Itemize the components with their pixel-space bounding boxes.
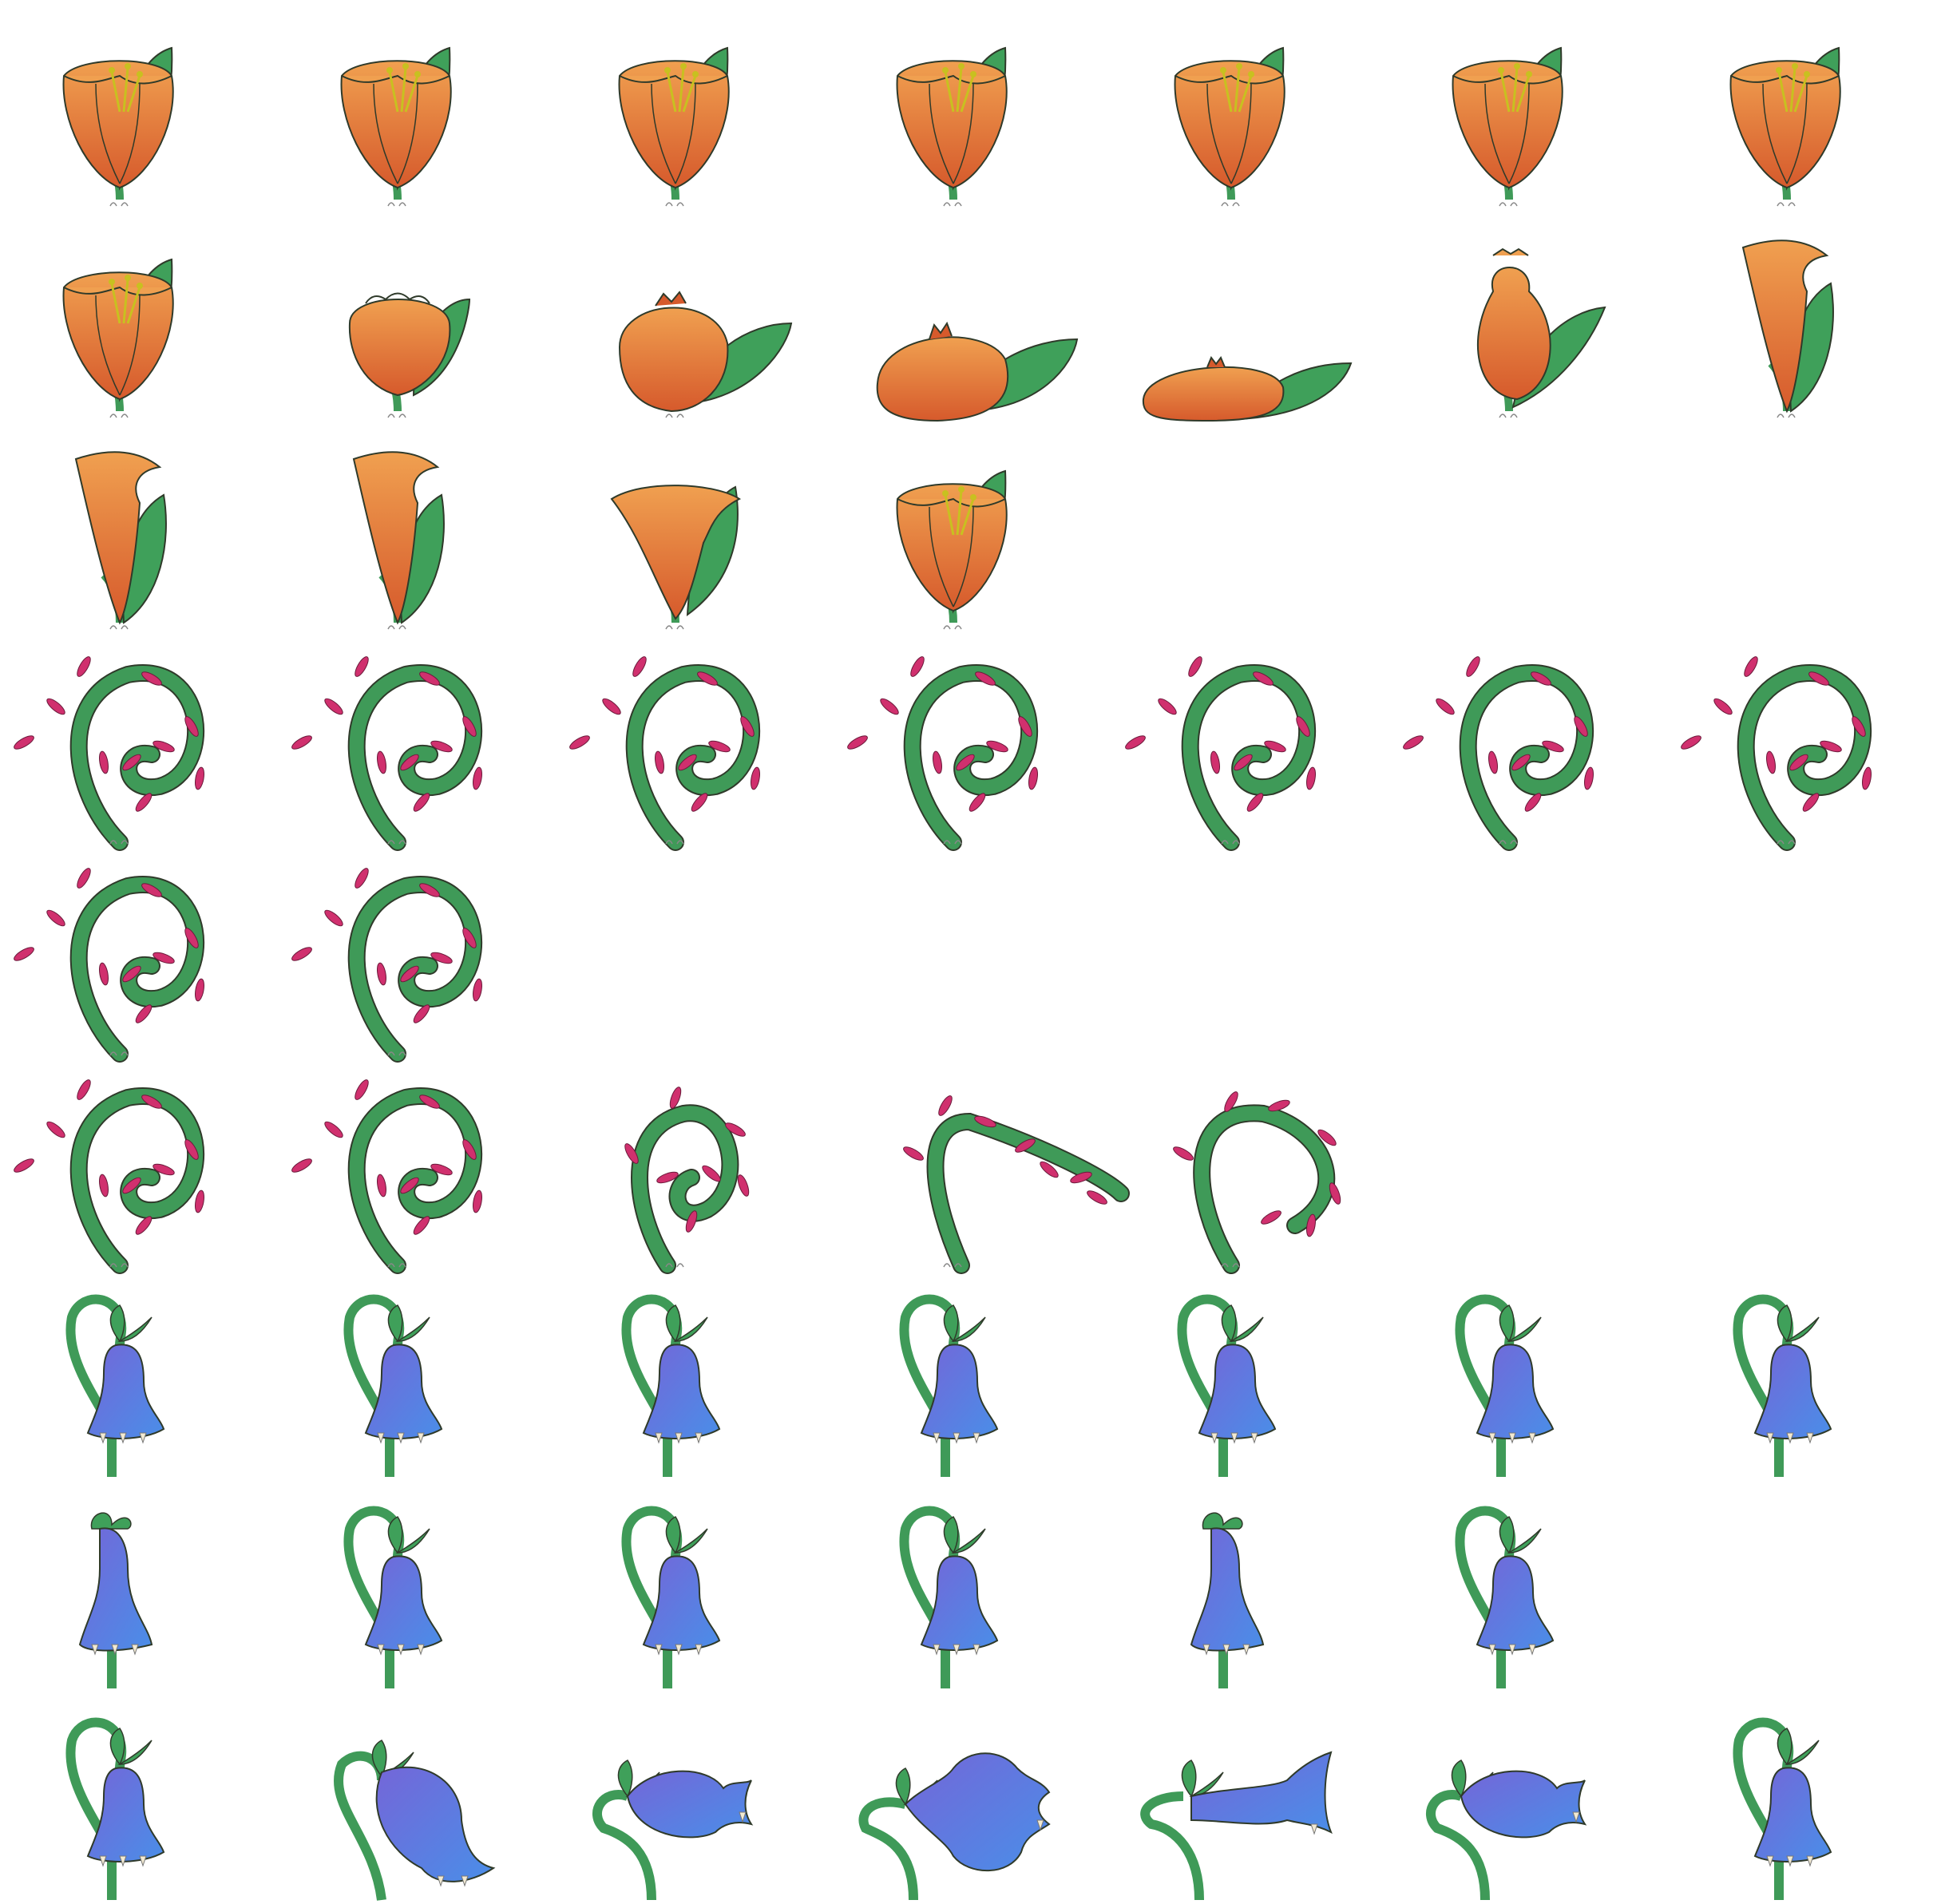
blue-bell-sprite-droop (1733, 1294, 1832, 1477)
thorny-vine-sprite-curl (14, 868, 205, 1063)
blue-bell-sprite-upright (1190, 1512, 1265, 1688)
blue-bell-sprite-droop (1177, 1294, 1277, 1477)
blue-bell-sprite-droop (343, 1506, 443, 1688)
thorny-vine-sprite-lash (903, 1095, 1130, 1274)
thorny-vine-sprite-curl (1403, 656, 1594, 851)
blue-bell-sprite-swell (333, 1740, 496, 1901)
blue-bell-sprite-droop (621, 1294, 721, 1477)
orange-flower-sprite-bud (618, 291, 793, 418)
blue-bell-sprite-droop (621, 1506, 721, 1688)
blue-bell-sprite-upright (78, 1512, 153, 1688)
blue-bell-sprite-droop (343, 1294, 443, 1477)
blue-bell-sprite-tilt (1426, 1760, 1587, 1901)
blue-bell-sprite-tilt (592, 1760, 754, 1901)
blue-bell-sprite-puff (858, 1752, 1051, 1901)
orange-flower-sprite-idle (1174, 46, 1285, 207)
orange-flower-sprite-open (610, 485, 741, 630)
orange-flower-sprite-rise (1476, 247, 1606, 418)
orange-flower-sprite-flat (1142, 356, 1353, 422)
thorny-vine-sprite-curl (14, 1079, 205, 1274)
orange-flower-sprite-idle (1729, 46, 1841, 207)
orange-flower-sprite-idle (896, 46, 1008, 207)
thorny-vine-sprite-curl (847, 656, 1039, 851)
orange-flower-sprite-squash (876, 321, 1079, 422)
thorny-vine-sprite-curl (569, 656, 761, 851)
orange-flower-sprite-idle (62, 46, 174, 207)
orange-flower-sprite-stretch (352, 451, 445, 630)
blue-bell-sprite-droop (1455, 1506, 1555, 1688)
thorny-vine-sprite-curl (14, 656, 205, 851)
thorny-vine-sprite-curl (291, 868, 483, 1063)
blue-bell-sprite-droop (899, 1294, 999, 1477)
thorny-vine-sprite-curl (291, 1079, 483, 1274)
orange-flower-sprite-closing (348, 292, 471, 418)
blue-bell-sprite-droop (1733, 1717, 1832, 1900)
thorny-vine-sprite-curl (291, 656, 483, 851)
orange-flower-sprite-stretch (1741, 239, 1834, 418)
orange-flower-sprite-idle (1452, 46, 1563, 207)
orange-flower-sprite-stretch (74, 451, 167, 630)
blue-bell-sprite-droop (65, 1294, 165, 1477)
blue-bell-sprite-bite (1140, 1751, 1333, 1901)
orange-flower-sprite-idle (896, 469, 1008, 630)
orange-flower-sprite-idle (618, 46, 730, 207)
blue-bell-sprite-droop (65, 1717, 165, 1900)
orange-flower-sprite-idle (62, 258, 174, 418)
blue-bell-sprite-droop (899, 1506, 999, 1688)
thorny-vine-sprite-curl (1681, 656, 1872, 851)
orange-flower-sprite-idle (340, 46, 452, 207)
thorny-vine-sprite-recoil (1173, 1091, 1341, 1274)
blue-bell-sprite-droop (1455, 1294, 1555, 1477)
thorny-vine-sprite-curl (1125, 656, 1317, 851)
thorny-vine-sprite-tight (624, 1087, 750, 1274)
